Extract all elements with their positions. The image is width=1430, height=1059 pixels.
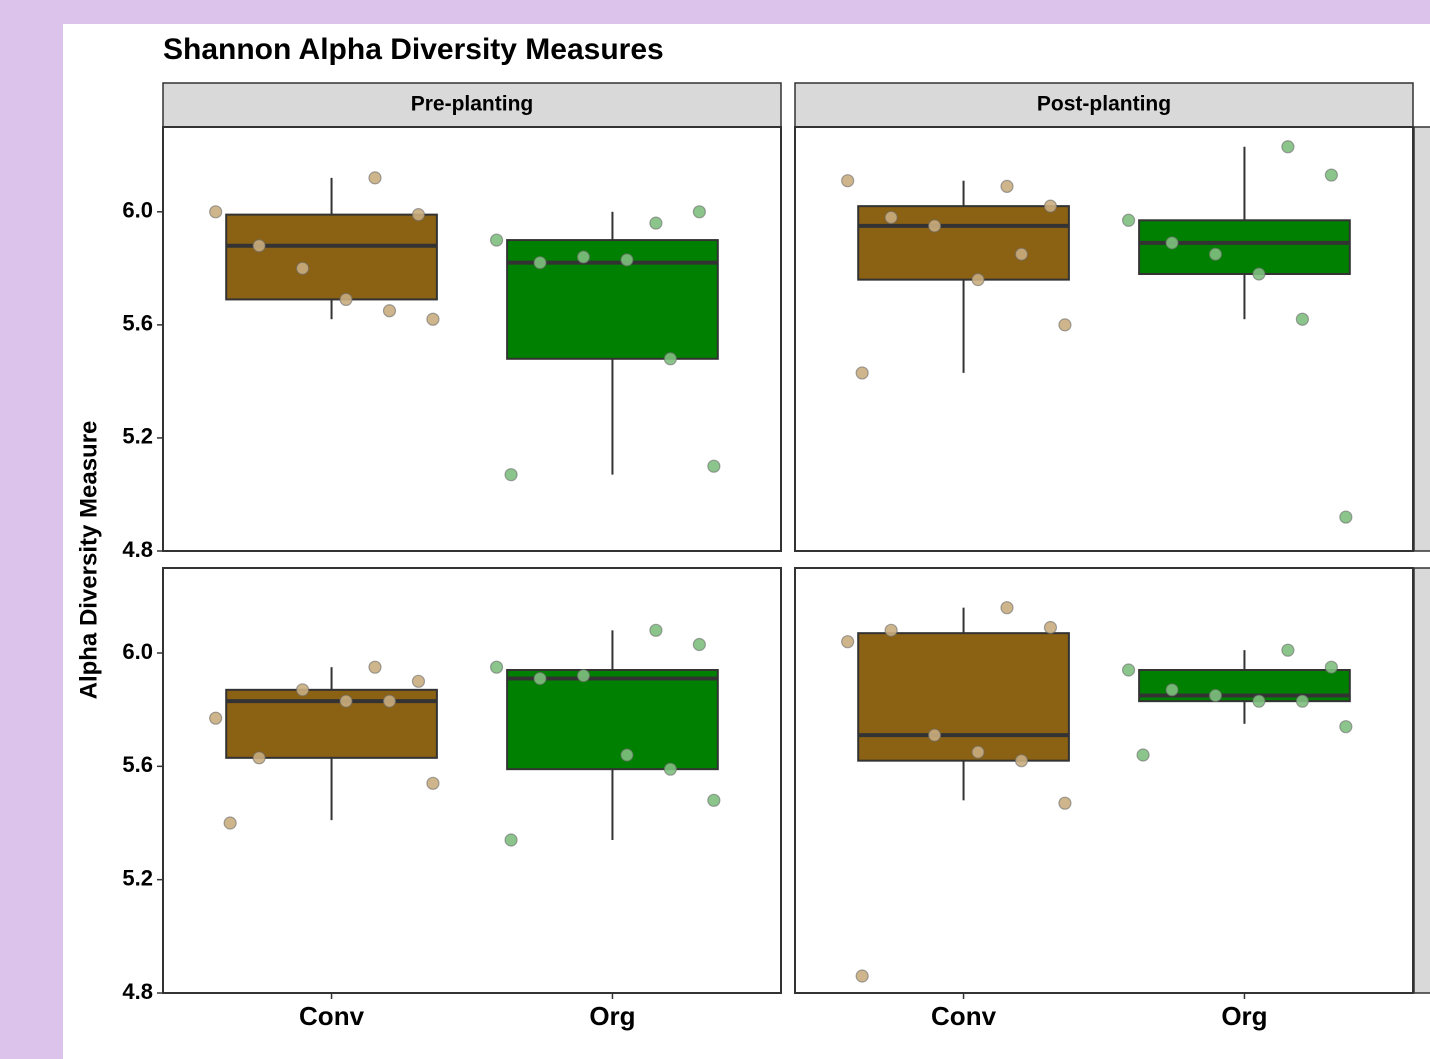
row-strip [1414,568,1430,993]
data-point [1123,664,1135,676]
y-tick-label: 5.6 [122,311,153,336]
data-point [297,262,309,274]
data-point [1001,602,1013,614]
y-tick-label: 6.0 [122,639,153,664]
data-point [1059,797,1071,809]
data-point [1015,755,1027,767]
data-point [534,257,546,269]
box [858,633,1069,761]
data-point [929,220,941,232]
box [226,215,437,300]
data-point [491,661,503,673]
facet-label: Pre-planting [411,93,534,116]
data-point [383,305,395,317]
data-point [1166,237,1178,249]
y-tick-label: 4.8 [122,537,153,562]
data-point [491,234,503,246]
data-point [856,970,868,982]
data-point [505,469,517,481]
data-point [842,636,854,648]
data-point [621,254,633,266]
data-point [427,313,439,325]
data-point [1123,214,1135,226]
data-point [1296,313,1308,325]
data-point [1166,684,1178,696]
data-point [1044,200,1056,212]
data-point [929,729,941,741]
data-point [340,695,352,707]
data-point [1001,180,1013,192]
x-tick-label: Org [589,1001,635,1031]
data-point [412,675,424,687]
row-strip [1414,127,1430,551]
data-point [693,206,705,218]
data-point [577,670,589,682]
data-point [577,251,589,263]
data-point [340,293,352,305]
data-point [972,274,984,286]
x-tick-label: Conv [299,1001,365,1031]
data-point [664,763,676,775]
data-point [650,624,662,636]
y-tick-label: 6.0 [122,198,153,223]
data-point [412,209,424,221]
data-point [972,746,984,758]
data-point [664,353,676,365]
y-tick-label: 5.2 [122,424,153,449]
y-tick-label: 5.6 [122,752,153,777]
data-point [621,749,633,761]
data-point [1253,695,1265,707]
data-point [842,175,854,187]
data-point [650,217,662,229]
data-point [534,673,546,685]
data-point [1137,749,1149,761]
panel [163,568,781,993]
x-tick-label: Org [1221,1001,1267,1031]
x-tick-label: Conv [931,1001,997,1031]
data-point [1209,690,1221,702]
data-point [1015,248,1027,260]
data-point [253,752,265,764]
data-point [708,460,720,472]
data-point [210,712,222,724]
data-point [1282,141,1294,153]
data-point [1282,644,1294,656]
chart: Shannon Alpha Diversity Measures Alpha D… [0,0,1430,1059]
data-point [1340,721,1352,733]
data-point [1253,268,1265,280]
data-point [708,794,720,806]
data-point [1325,661,1337,673]
data-point [224,817,236,829]
data-point [383,695,395,707]
data-point [369,172,381,184]
y-tick-label: 5.2 [122,865,153,890]
page: {"chart_data": { "type": "box", "title":… [0,0,1430,1059]
chart-title: Shannon Alpha Diversity Measures [163,33,664,66]
data-point [1209,248,1221,260]
data-point [1059,319,1071,331]
data-point [1325,169,1337,181]
data-point [253,240,265,252]
data-point [693,639,705,651]
data-point [1340,511,1352,523]
data-point [297,684,309,696]
data-point [885,211,897,223]
facet-label: Post-planting [1037,93,1171,116]
y-axis-label: Alpha Diversity Measure [75,421,102,700]
data-point [505,834,517,846]
data-point [1044,622,1056,634]
data-point [1296,695,1308,707]
data-point [856,367,868,379]
data-point [885,624,897,636]
panel [795,127,1413,551]
data-point [210,206,222,218]
data-point [369,661,381,673]
y-tick-label: 4.8 [122,979,153,1004]
data-point [427,777,439,789]
